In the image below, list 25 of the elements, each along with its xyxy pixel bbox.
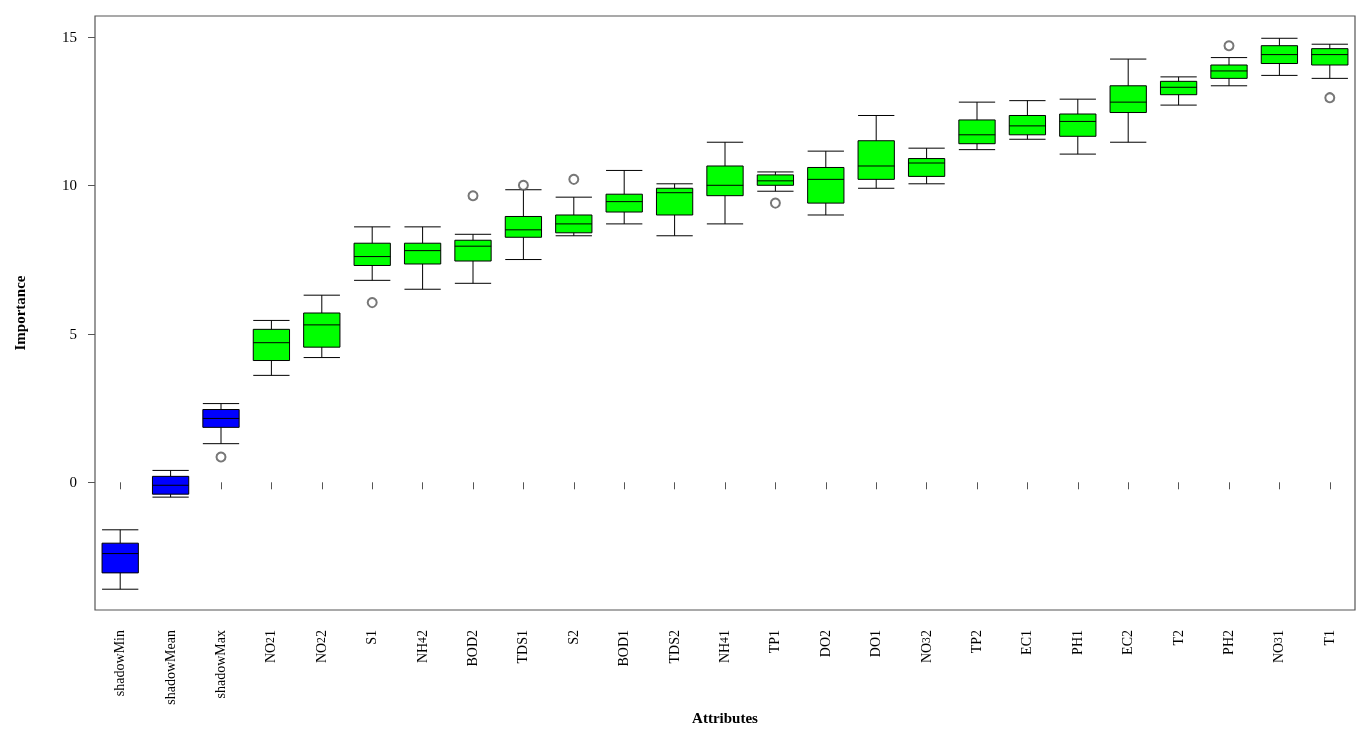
x-tick-label: shadowMin: [111, 630, 129, 697]
x-tick-label: S2: [564, 630, 582, 645]
x-tick-label: TP1: [766, 630, 784, 654]
x-axis-title: Attributes: [692, 709, 759, 726]
x-tick-label: shadowMean: [161, 630, 179, 705]
x-tick-label: DO1: [867, 630, 885, 658]
x-tick-label: EC1: [1018, 630, 1036, 655]
x-tick-label: shadowMax: [212, 630, 229, 699]
y-tick-label: 10: [62, 177, 77, 194]
x-tick-label: DO2: [816, 630, 834, 658]
x-tick-label: S1: [363, 630, 381, 645]
x-tick-label: TP2: [968, 630, 985, 654]
y-axis-title: Importance: [11, 275, 28, 351]
y-tick-label: 15: [62, 28, 77, 45]
x-tick-label: EC2: [1119, 630, 1137, 655]
x-tick-label: PH1: [1068, 630, 1086, 655]
x-tick-label: T2: [1169, 630, 1187, 646]
x-tick-label: BOD2: [464, 630, 481, 667]
x-tick-label: T1: [1320, 630, 1338, 646]
x-tick-label: TDS2: [665, 630, 683, 664]
x-tick-label: TDS1: [514, 630, 532, 664]
x-tick-label: PH2: [1220, 630, 1237, 655]
y-tick-label: 5: [69, 325, 77, 342]
y-tick-label: 0: [69, 474, 77, 491]
x-tick-label: BOD1: [615, 630, 633, 667]
